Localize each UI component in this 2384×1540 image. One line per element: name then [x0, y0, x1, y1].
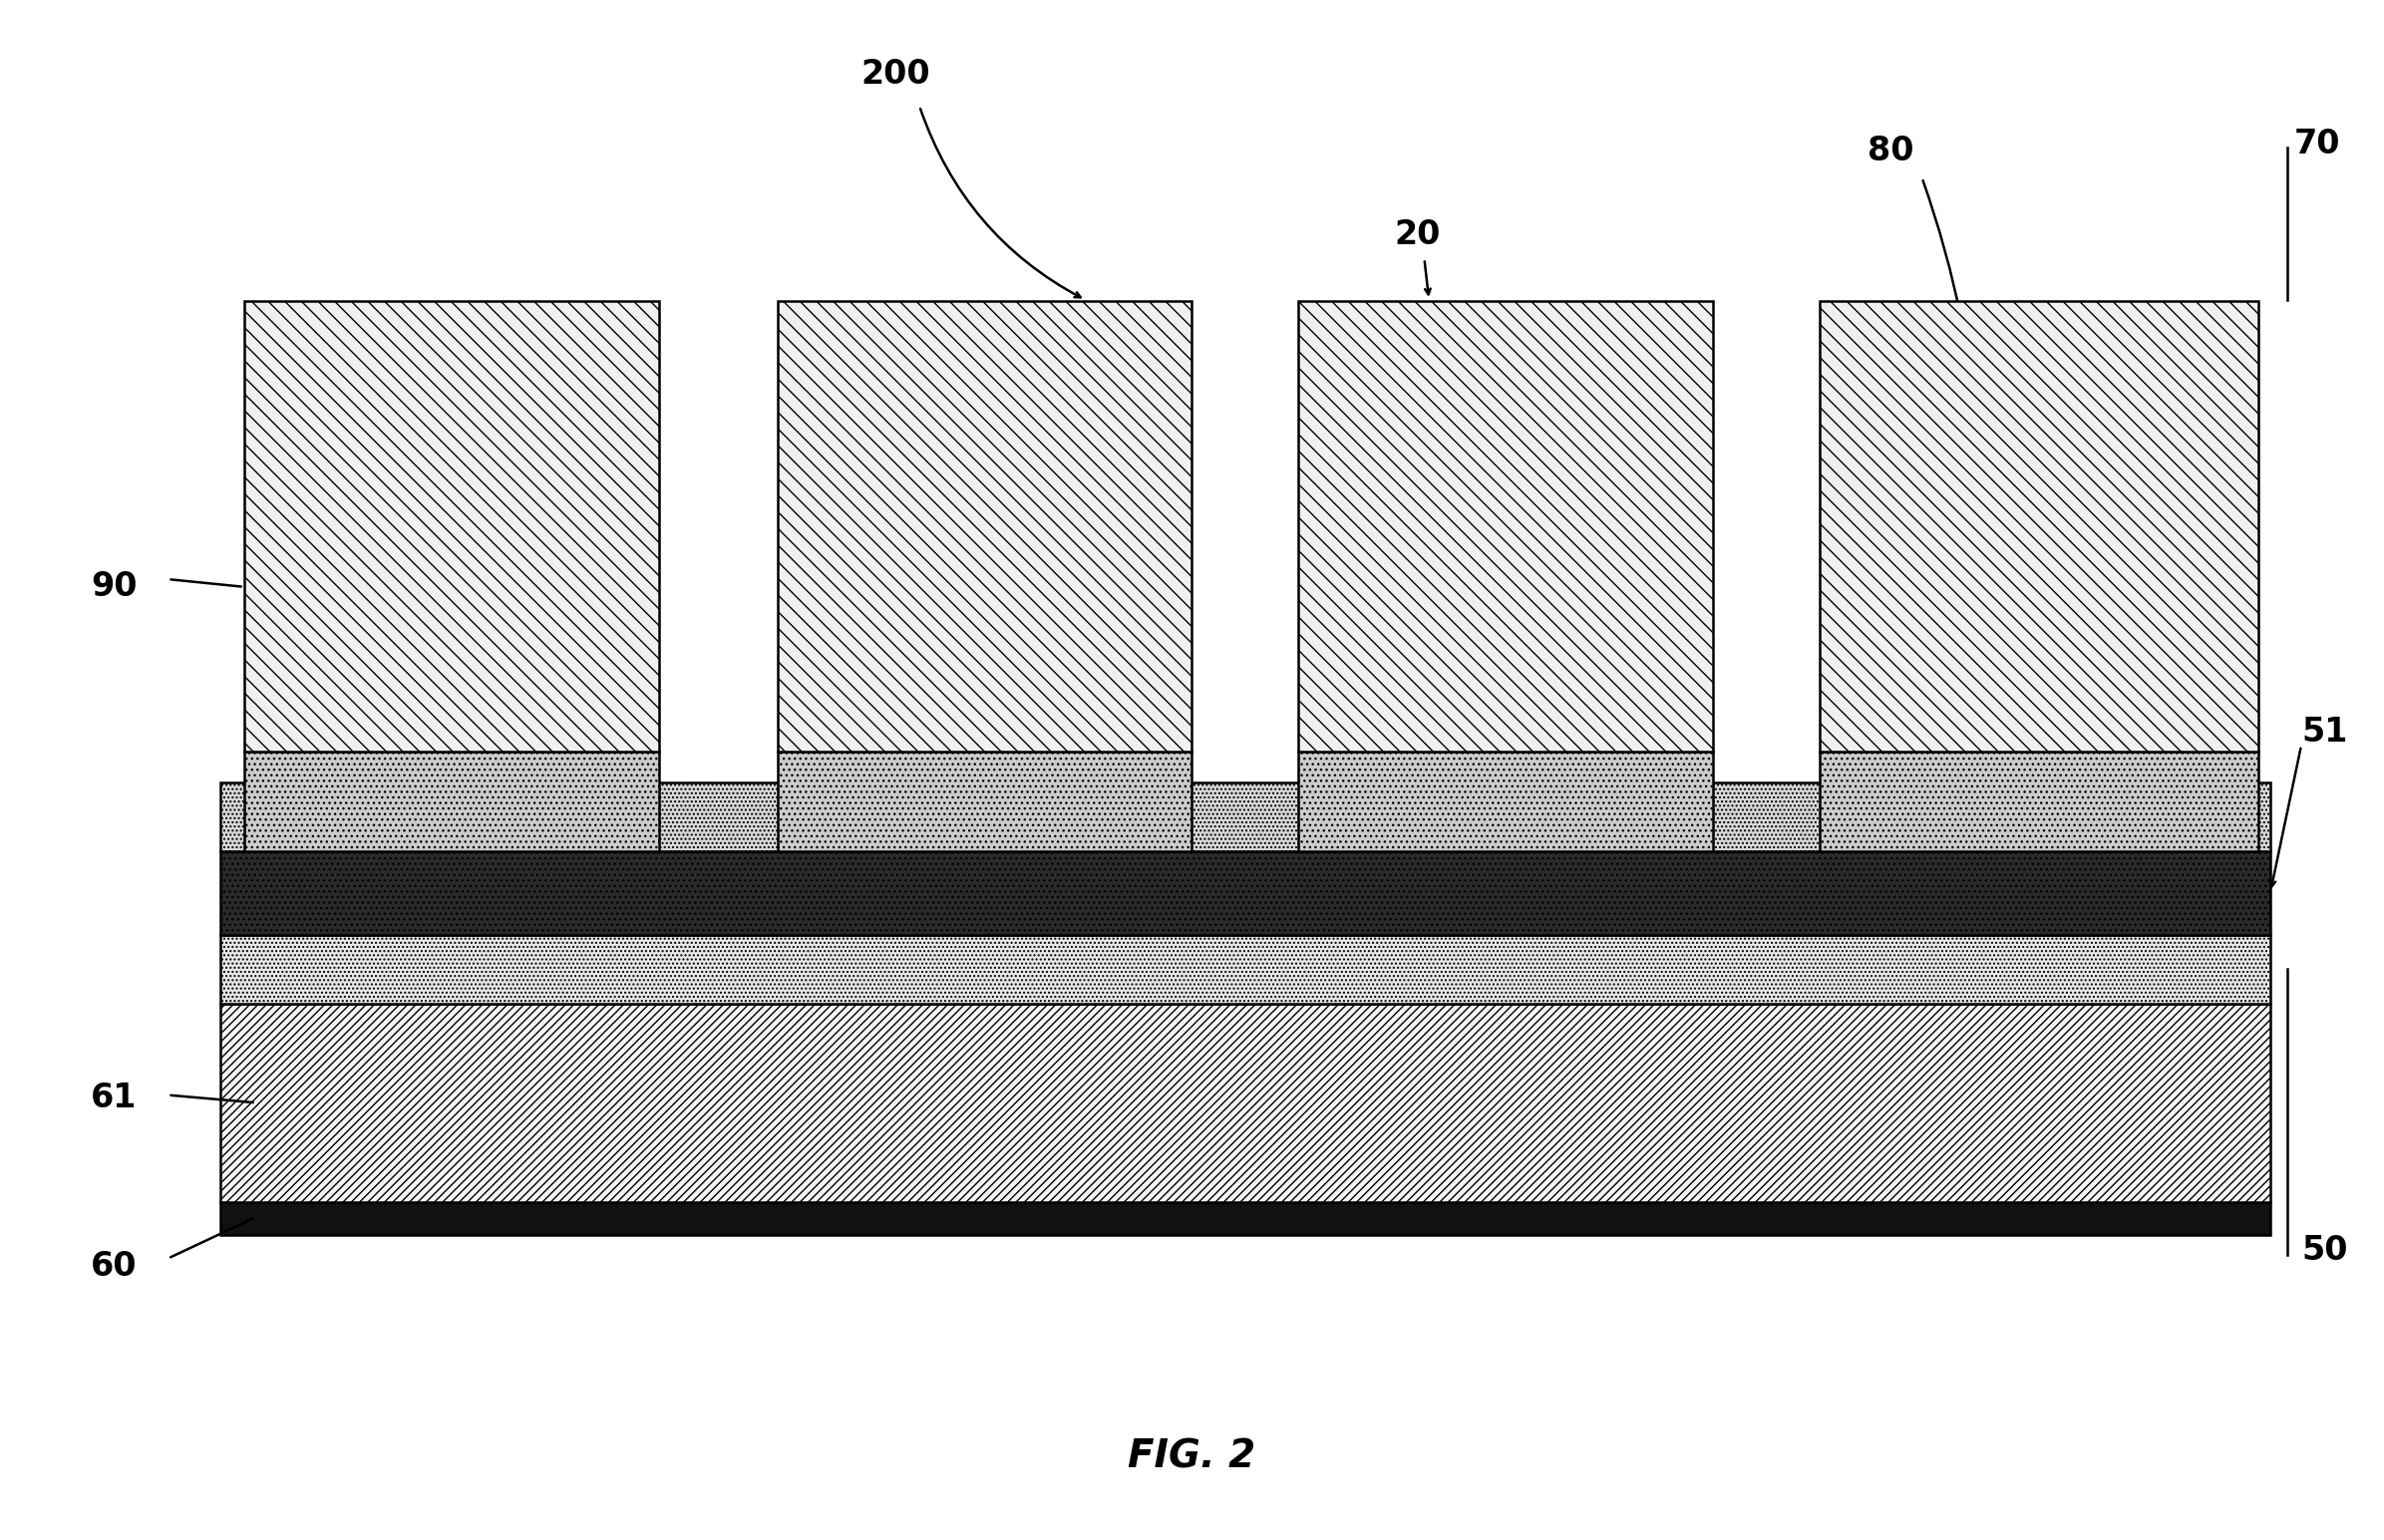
Text: 20: 20: [1395, 219, 1440, 251]
Text: 70: 70: [2293, 128, 2341, 160]
Text: 90: 90: [91, 570, 138, 604]
Text: 200: 200: [861, 59, 930, 91]
Text: 51: 51: [2301, 716, 2348, 748]
Bar: [777, 752, 1192, 852]
Bar: [219, 852, 2270, 935]
Bar: [243, 752, 658, 852]
Bar: [1819, 302, 2258, 752]
Text: 50: 50: [2301, 1234, 2348, 1267]
Bar: [1819, 752, 2258, 852]
Bar: [1299, 752, 1714, 852]
Bar: [777, 302, 1192, 752]
Text: 60: 60: [91, 1249, 138, 1283]
Text: 80: 80: [1869, 134, 1914, 168]
Text: FIG. 2: FIG. 2: [1128, 1438, 1256, 1475]
Bar: [243, 302, 658, 752]
Bar: [219, 935, 2270, 1004]
Text: 61: 61: [91, 1081, 138, 1115]
Bar: [1299, 302, 1714, 752]
Bar: [219, 1201, 2270, 1235]
Bar: [219, 782, 2270, 852]
Bar: [219, 1004, 2270, 1201]
